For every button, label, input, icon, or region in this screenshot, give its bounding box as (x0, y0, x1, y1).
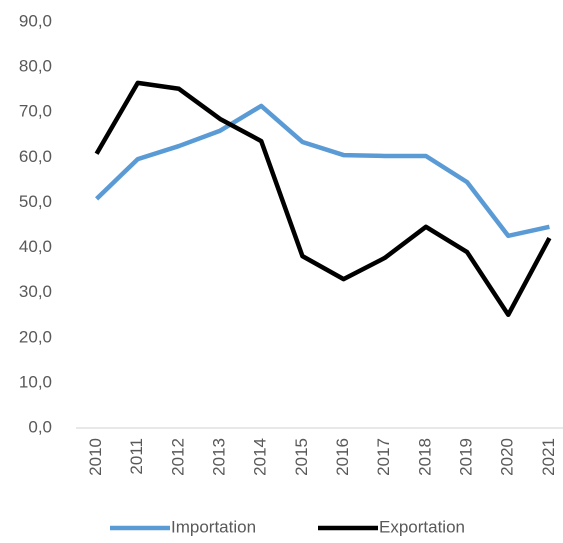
y-tick-label: 50,0 (19, 192, 52, 211)
y-tick-label: 70,0 (19, 102, 52, 121)
x-tick-label: 2017 (374, 438, 393, 476)
y-tick-label: 60,0 (19, 147, 52, 166)
x-tick-label: 2021 (539, 438, 558, 476)
y-tick-label: 10,0 (19, 372, 52, 391)
x-tick-label: 2014 (251, 438, 270, 476)
y-tick-label: 90,0 (19, 11, 52, 30)
x-tick-label: 2020 (498, 438, 517, 476)
x-tick-label: 2010 (86, 438, 105, 476)
y-tick-label: 40,0 (19, 237, 52, 256)
y-tick-label: 30,0 (19, 282, 52, 301)
y-tick-label: 0,0 (28, 417, 52, 436)
x-tick-label: 2019 (457, 438, 476, 476)
y-tick-label: 80,0 (19, 57, 52, 76)
x-tick-label: 2018 (415, 438, 434, 476)
x-tick-label: 2015 (292, 438, 311, 476)
series-line (94, 80, 552, 318)
y-tick-label: 20,0 (19, 327, 52, 346)
legend-label: Importation (171, 517, 256, 536)
x-tick-label: 2016 (333, 438, 352, 476)
x-tick-label: 2012 (168, 438, 187, 476)
series-line (95, 103, 550, 239)
legend-label: Exportation (379, 517, 465, 536)
x-tick-label: 2011 (127, 438, 146, 475)
x-tick-label: 2013 (210, 438, 229, 476)
